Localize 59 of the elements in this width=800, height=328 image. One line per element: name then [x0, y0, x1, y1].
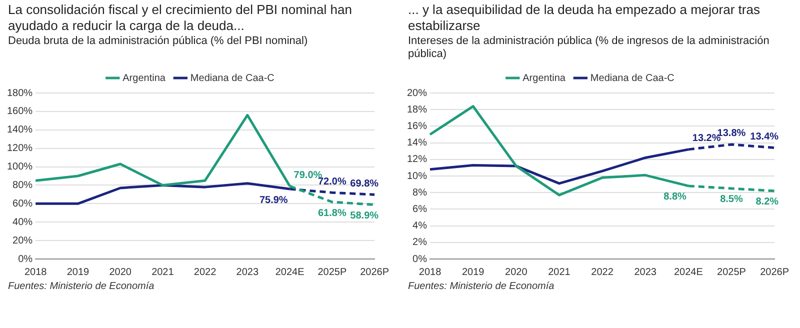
data-label: 13.4% — [750, 132, 779, 143]
y-tick-label: 40% — [12, 216, 33, 228]
y-tick-label: 100% — [7, 162, 33, 173]
y-tick-label: 8% — [412, 187, 428, 198]
legend-label: Mediana de Caa-C — [190, 72, 274, 84]
x-tick-label: 2018 — [418, 266, 442, 278]
x-tick-label: 2024E — [275, 266, 305, 278]
source-note: Fuentes: Ministerio de Economía — [8, 281, 156, 292]
y-tick-label: 0% — [412, 254, 428, 265]
y-tick-label: 16% — [407, 120, 428, 132]
data-label: 58.9% — [350, 210, 379, 222]
data-label: 61.8% — [318, 208, 346, 219]
y-tick-label: 10% — [407, 170, 428, 182]
y-tick-label: 120% — [7, 143, 33, 154]
source-note: Fuentes: Ministerio de Economía — [408, 281, 556, 292]
y-tick-label: 4% — [412, 220, 428, 232]
x-tick-label: 2020 — [505, 266, 528, 278]
y-tick-label: 0% — [18, 254, 33, 265]
data-label: 13.2% — [692, 133, 721, 144]
x-tick-label: 2021 — [152, 266, 174, 278]
x-tick-label: 2020 — [109, 266, 132, 278]
y-tick-label: 14% — [407, 138, 428, 149]
y-tick-label: 140% — [7, 124, 33, 136]
x-tick-label: 2022 — [591, 266, 614, 278]
y-tick-label: 180% — [7, 88, 33, 99]
data-label: 8.8% — [664, 192, 687, 203]
legend-label: Mediana de Caa-C — [590, 72, 674, 84]
x-tick-label: 2026P — [760, 266, 790, 278]
y-tick-label: 2% — [412, 237, 428, 248]
y-tick-label: 60% — [12, 198, 33, 210]
data-label: 8.5% — [720, 194, 743, 206]
data-label: 75.9% — [259, 194, 288, 206]
x-tick-label: 2022 — [194, 266, 217, 278]
data-label: 72.0% — [318, 176, 346, 188]
y-tick-label: 160% — [7, 106, 33, 118]
legend-label: Argentina — [522, 72, 566, 84]
x-tick-label: 2026P — [360, 266, 390, 278]
x-tick-label: 2024E — [674, 266, 704, 278]
legend-label: Argentina — [122, 72, 166, 84]
x-tick-label: 2018 — [24, 266, 48, 278]
chart-subtitle: Deuda bruta de la administración pública (% del PBI nominal) — [8, 35, 309, 49]
x-tick-label: 2019 — [462, 266, 485, 278]
x-tick-label: 2019 — [66, 266, 90, 278]
y-tick-label: 6% — [412, 204, 428, 215]
y-tick-label: 12% — [407, 154, 428, 166]
y-tick-label: 20% — [12, 235, 33, 246]
y-tick-label: 18% — [407, 104, 428, 116]
y-tick-label: 80% — [12, 180, 33, 191]
chart-subtitle: Intereses de la administración pública (% de ingresos de la administración pública) — [408, 35, 770, 62]
x-tick-label: 2021 — [548, 266, 571, 278]
x-tick-label: 2025P — [717, 266, 746, 278]
x-tick-label: 2025P — [318, 266, 347, 278]
x-tick-label: 2023 — [236, 266, 259, 278]
chart-title: ... y la asequibilidad de la deuda ha empezado a mejorar tras estabilizarse — [408, 2, 761, 34]
x-tick-label: 2023 — [634, 266, 657, 278]
y-tick-label: 20% — [407, 88, 428, 99]
chart-title: La consolidación fiscal y el crecimiento del PBI nominal han ayudado a reducir la carga de la deuda... — [8, 2, 353, 34]
data-label: 69.8% — [350, 178, 379, 190]
data-label: 8.2% — [756, 196, 779, 208]
